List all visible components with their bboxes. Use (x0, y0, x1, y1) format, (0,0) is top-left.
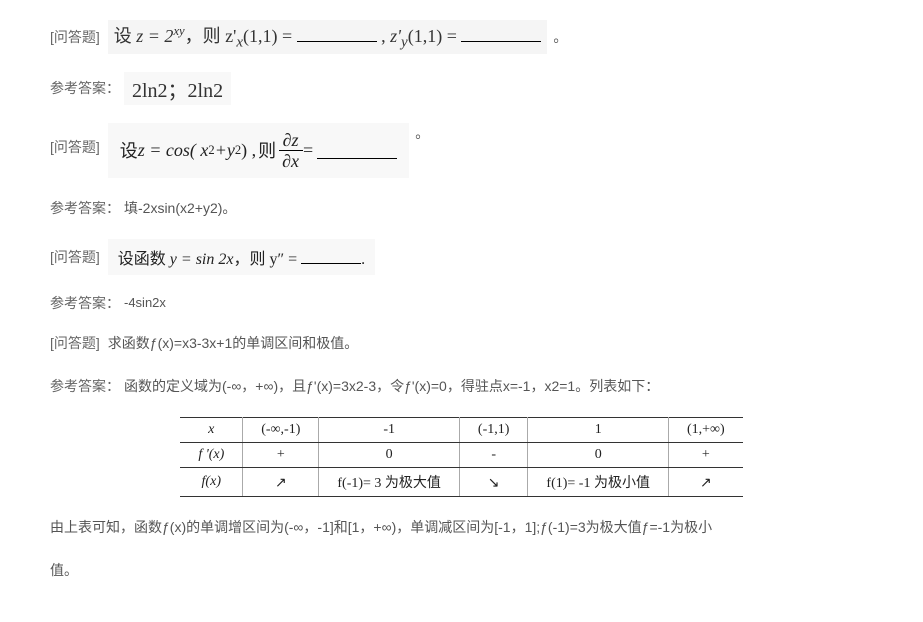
q1-exp: xy (173, 24, 184, 38)
conclusion-line1: 由上表可知，函数ƒ(x)的单调增区间为(-∞，-1]和[1，+∞)，单调减区间为… (50, 515, 873, 540)
conclusion-line2: 值。 (50, 558, 873, 583)
q3-blank (301, 248, 361, 264)
answer-2: 参考答案：填-2xsin(x2+y2)。 (50, 196, 873, 221)
q2-label: [问答题] (50, 137, 100, 157)
table-header-row: x (-∞,-1) -1 (-1,1) 1 (1,+∞) (180, 418, 742, 443)
q2-ze: 则 (258, 137, 276, 163)
q2-den: ∂x (278, 151, 303, 170)
th-2: -1 (319, 418, 460, 443)
q2-left: z = cos( x (138, 140, 209, 161)
r1-c2: 0 (319, 443, 460, 468)
q4-label: [问答题] (50, 335, 100, 351)
q2-prefix: 设 (120, 137, 138, 163)
q1-comma: , (381, 26, 386, 46)
q1-blank1 (297, 24, 377, 42)
q2-expression: 设 z = cos( x2+y2 ) , 则 ∂z ∂x = (108, 123, 409, 178)
q1-prefix: 设 (114, 26, 137, 46)
q2-fraction: ∂z ∂x (278, 131, 303, 170)
r1-c4: 0 (528, 443, 669, 468)
q3-expression: 设函数 y = sin 2x，则 y″ = . (108, 239, 375, 275)
q1-args2: (1,1) = (408, 26, 457, 46)
r1-c5: + (668, 443, 742, 468)
monotonicity-table: x (-∞,-1) -1 (-1,1) 1 (1,+∞) f '(x) + 0 … (180, 417, 742, 497)
question-2: [问答题] 设 z = cos( x2+y2 ) , 则 ∂z ∂x = 。 (50, 123, 873, 178)
q1-mid2: z' (390, 26, 401, 46)
q1-period: 。 (553, 27, 567, 47)
q3-label: [问答题] (50, 247, 100, 267)
th-1: (-∞,-1) (243, 418, 319, 443)
r1-c3: - (459, 443, 528, 468)
q2-blank (317, 141, 397, 159)
q1-blank2 (461, 24, 541, 42)
r2-c5: ↗ (668, 468, 742, 497)
a1-label: 参考答案： (50, 78, 120, 98)
q1-z-eq: z = 2 (136, 26, 173, 46)
a3-value: -4sin2x (124, 295, 166, 310)
question-3: [问答题] 设函数 y = sin 2x，则 y″ = . (50, 239, 873, 275)
q1-args1: (1,1) = (243, 26, 292, 46)
q4-text: 求函数ƒ(x)=x3-3x+1的单调区间和极值。 (108, 335, 358, 351)
r2-c2: f(-1)= 3 为极大值 (319, 468, 460, 497)
r1-label: f '(x) (180, 443, 242, 468)
a3-label: 参考答案： (50, 293, 120, 313)
a4-text: 函数的定义域为(-∞，+∞)，且ƒ'(x)=3x2-3，令ƒ'(x)=0，得驻点… (124, 378, 659, 394)
q2-close: ) , (241, 140, 256, 161)
q1-expression: 设 z = 2xy，则 z'x(1,1) = , z'y(1,1) = (108, 20, 548, 54)
a2-value: 填-2xsin(x2+y2)。 (124, 200, 236, 216)
th-4: 1 (528, 418, 669, 443)
question-1: [问答题] 设 z = 2xy，则 z'x(1,1) = , z'y(1,1) … (50, 20, 873, 54)
th-5: (1,+∞) (668, 418, 742, 443)
q1-sub2: y (401, 35, 408, 51)
r1-c1: + (243, 443, 319, 468)
r2-c1: ↗ (243, 468, 319, 497)
q2-period: 。 (415, 123, 429, 143)
table-row-f: f(x) ↗ f(-1)= 3 为极大值 ↘ f(1)= -1 为极小值 ↗ (180, 468, 742, 497)
q3-period: . (361, 251, 365, 268)
a2-label: 参考答案： (50, 200, 120, 216)
r2-c4: f(1)= -1 为极小值 (528, 468, 669, 497)
r2-c3: ↘ (459, 468, 528, 497)
answer-1: 参考答案： 2ln2；2ln2 (50, 72, 873, 105)
q3-expr: y = sin 2x (170, 251, 234, 268)
q2-eq: = (303, 140, 313, 161)
answer-3: 参考答案： -4sin2x (50, 293, 873, 313)
q1-label: [问答题] (50, 27, 100, 47)
q3-pre: 设函数 (118, 251, 170, 268)
a4-label: 参考答案： (50, 378, 120, 394)
r2-label: f(x) (180, 468, 242, 497)
q1-mid: ，则 z' (185, 26, 237, 46)
q2-plus: +y (215, 140, 235, 161)
table-row-fprime: f '(x) + 0 - 0 + (180, 443, 742, 468)
question-4: [问答题] 求函数ƒ(x)=x3-3x+1的单调区间和极值。 (50, 331, 873, 356)
q2-num: ∂z (279, 131, 303, 151)
th-3: (-1,1) (459, 418, 528, 443)
th-x: x (180, 418, 242, 443)
a1-value: 2ln2；2ln2 (124, 72, 231, 105)
answer-4-intro: 参考答案：函数的定义域为(-∞，+∞)，且ƒ'(x)=3x2-3，令ƒ'(x)=… (50, 374, 873, 399)
q3-mid: ，则 y″ = (233, 251, 301, 268)
